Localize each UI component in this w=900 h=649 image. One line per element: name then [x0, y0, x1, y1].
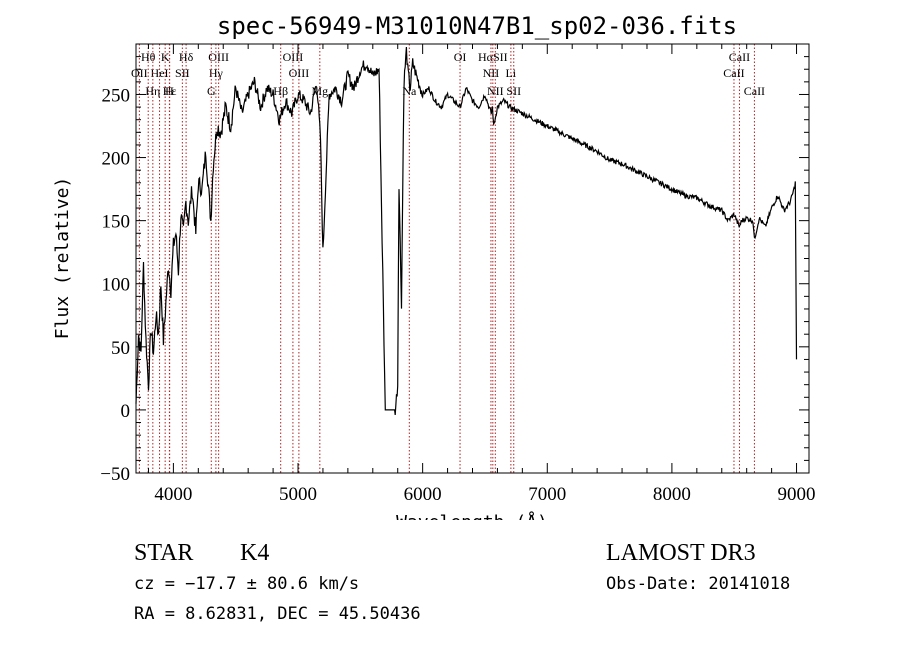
- y-tick-label: 200: [102, 149, 131, 170]
- x-tick-label: 8000: [653, 484, 691, 505]
- line-label: G: [207, 84, 216, 98]
- y-tick-label: 0: [121, 401, 131, 422]
- x-tick-label: 9000: [778, 484, 816, 505]
- x-tick-label: 5000: [279, 484, 317, 505]
- plot-frame: [135, 43, 810, 474]
- x-tick-label: 4000: [154, 484, 192, 505]
- y-tick-label: 50: [111, 338, 130, 359]
- obs-date: Obs-Date: 20141018: [606, 574, 791, 594]
- y-tick-label: 150: [102, 212, 131, 233]
- line-label: Mg: [311, 84, 328, 98]
- line-label: CaII: [723, 66, 744, 80]
- line-label: Li: [506, 66, 517, 80]
- line-label: NII: [487, 84, 504, 98]
- line-label: Hβ: [273, 84, 288, 98]
- chart-title: spec-56949-M31010N47B1_sp02-036.fits: [217, 12, 737, 40]
- line-label: H: [165, 84, 174, 98]
- survey-name: LAMOST DR3: [606, 540, 756, 566]
- line-label: Hδ: [179, 50, 194, 64]
- x-axis-label: Wavelength (Å): [396, 511, 548, 520]
- star-label: STAR: [134, 540, 194, 566]
- line-label: NII: [483, 66, 500, 80]
- line-label: Na: [402, 84, 417, 98]
- line-label: SII: [506, 84, 521, 98]
- ra-dec: RA = 8.62831, DEC = 45.50436: [134, 604, 421, 624]
- line-label: K: [161, 50, 170, 64]
- line-label: OIII: [289, 66, 310, 80]
- y-tick-label: −50: [100, 464, 130, 485]
- spectral-class: K4: [240, 540, 270, 566]
- line-label: HeI: [151, 66, 169, 80]
- line-label: OIII: [208, 50, 229, 64]
- line-label: Hθ: [141, 50, 156, 64]
- y-tick-label: 100: [102, 275, 131, 296]
- line-label: Hγ: [209, 66, 224, 80]
- line-label: OII: [131, 66, 148, 80]
- line-label: CaII: [744, 84, 765, 98]
- spectrum-chart: spec-56949-M31010N47B1_sp02-036.fits Hθ K…: [52, 12, 816, 520]
- y-axis-label: Flux (relative): [52, 177, 73, 340]
- axis-ticks: [136, 44, 809, 474]
- x-tick-label: 7000: [528, 484, 566, 505]
- y-tick-label: 250: [102, 85, 131, 106]
- line-label: OIII: [283, 50, 304, 64]
- y-tick-labels: −50 0 50 100 150 200 250: [100, 85, 130, 485]
- line-label: OI: [454, 50, 467, 64]
- line-label: SII: [175, 66, 190, 80]
- line-label: Hη: [145, 84, 160, 98]
- line-label: HαSII: [478, 50, 508, 64]
- x-tick-label: 6000: [404, 484, 442, 505]
- line-label: CaII: [729, 50, 750, 64]
- flux-series-line: [135, 46, 798, 415]
- redshift-cz: cz = −17.7 ± 80.6 km/s: [134, 574, 360, 594]
- x-tick-labels: 4000 5000 6000 7000 8000 9000: [154, 484, 815, 505]
